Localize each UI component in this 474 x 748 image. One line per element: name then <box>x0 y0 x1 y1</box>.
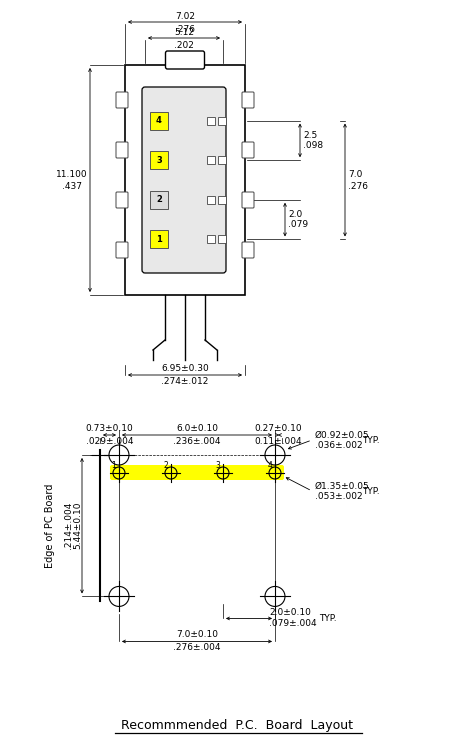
FancyBboxPatch shape <box>142 87 226 273</box>
Text: 5.12: 5.12 <box>174 28 194 37</box>
FancyBboxPatch shape <box>116 242 128 258</box>
Text: Ø0.92±0.05: Ø0.92±0.05 <box>315 431 370 440</box>
Text: .079±.004: .079±.004 <box>269 619 317 628</box>
Text: .036±.002: .036±.002 <box>315 441 363 450</box>
Text: 3: 3 <box>156 156 162 165</box>
Text: 2: 2 <box>156 195 162 204</box>
FancyBboxPatch shape <box>116 92 128 108</box>
Text: 6.95±0.30: 6.95±0.30 <box>161 364 209 373</box>
Text: 0.73±0.10: 0.73±0.10 <box>86 423 133 432</box>
Text: 11.100: 11.100 <box>56 170 88 179</box>
Text: TYP.: TYP. <box>319 614 337 623</box>
Text: .079: .079 <box>288 220 308 229</box>
Bar <box>207 117 215 125</box>
Text: .202: .202 <box>174 40 194 49</box>
Text: 0.27±0.10: 0.27±0.10 <box>255 423 302 432</box>
Text: .276: .276 <box>175 25 195 34</box>
Bar <box>150 191 168 209</box>
FancyBboxPatch shape <box>125 65 245 295</box>
Text: 2.0: 2.0 <box>288 210 302 219</box>
Bar <box>150 151 168 169</box>
Text: 1: 1 <box>111 461 116 470</box>
FancyBboxPatch shape <box>242 192 254 208</box>
Bar <box>207 156 215 165</box>
Text: .029±.004: .029±.004 <box>86 437 133 446</box>
FancyBboxPatch shape <box>110 465 284 480</box>
Bar <box>218 156 226 165</box>
Bar <box>207 196 215 203</box>
Text: 0.11±.004: 0.11±.004 <box>255 437 302 446</box>
FancyBboxPatch shape <box>165 51 204 69</box>
Text: 2: 2 <box>164 461 168 470</box>
Text: .053±.002: .053±.002 <box>315 491 363 500</box>
Text: 7.0: 7.0 <box>348 170 363 179</box>
Text: Edge of PC Board: Edge of PC Board <box>45 483 55 568</box>
Bar <box>150 230 168 248</box>
Bar <box>218 117 226 125</box>
Text: .214±.004: .214±.004 <box>64 502 73 550</box>
Text: 4: 4 <box>267 461 273 470</box>
Text: .274±.012: .274±.012 <box>161 376 209 385</box>
Bar <box>218 196 226 203</box>
Text: TYP.: TYP. <box>362 486 380 495</box>
Text: 7.0±0.10: 7.0±0.10 <box>176 630 218 639</box>
Text: .437: .437 <box>62 182 82 191</box>
Text: TYP.: TYP. <box>362 435 380 444</box>
Text: .276: .276 <box>348 182 368 191</box>
FancyBboxPatch shape <box>242 242 254 258</box>
Text: .276±.004: .276±.004 <box>173 643 221 652</box>
Text: .236±.004: .236±.004 <box>173 437 221 446</box>
Text: 3: 3 <box>216 461 220 470</box>
Bar <box>207 236 215 243</box>
FancyBboxPatch shape <box>116 142 128 158</box>
Text: 6.0±0.10: 6.0±0.10 <box>176 423 218 432</box>
Text: 2.5: 2.5 <box>303 131 317 140</box>
Text: 7.02: 7.02 <box>175 11 195 20</box>
Text: 5.44±0.10: 5.44±0.10 <box>73 502 82 550</box>
Text: 2.0±0.10: 2.0±0.10 <box>269 608 311 617</box>
Bar <box>150 111 168 129</box>
Text: Recommmended  P.C.  Board  Layout: Recommmended P.C. Board Layout <box>121 719 353 732</box>
FancyBboxPatch shape <box>116 192 128 208</box>
Bar <box>218 236 226 243</box>
Text: 4: 4 <box>156 116 162 125</box>
FancyBboxPatch shape <box>242 92 254 108</box>
Text: Ø1.35±0.05: Ø1.35±0.05 <box>315 482 370 491</box>
Text: .098: .098 <box>303 141 323 150</box>
Text: 1: 1 <box>156 235 162 244</box>
FancyBboxPatch shape <box>242 142 254 158</box>
